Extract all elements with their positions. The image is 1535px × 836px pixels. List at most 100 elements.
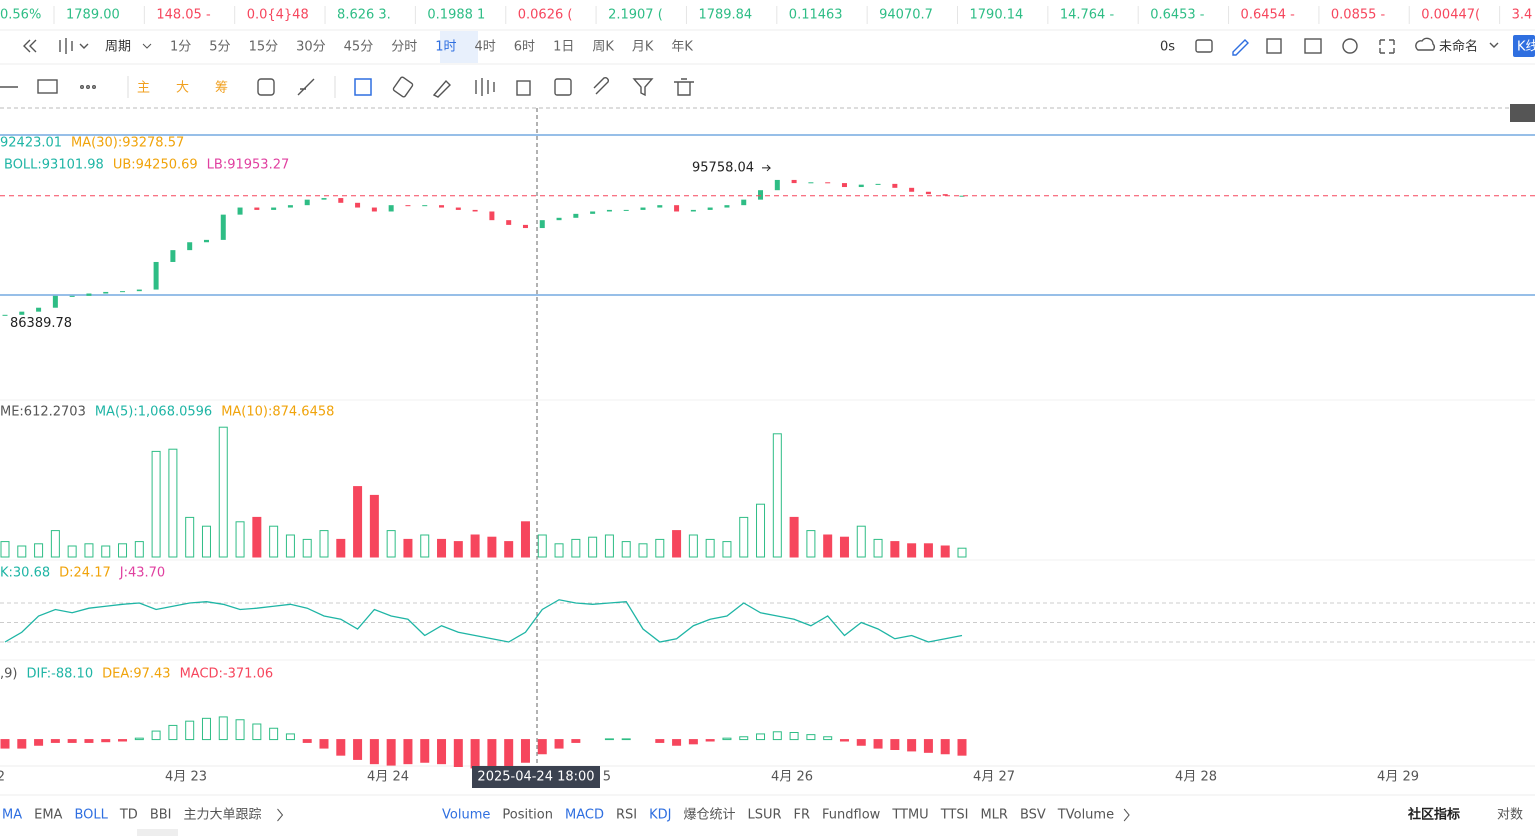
- indicator-tab[interactable]: FR: [794, 808, 811, 823]
- ticker-value[interactable]: 0.6453 -: [1150, 8, 1205, 23]
- macd-bar: [185, 720, 195, 741]
- volume-bar: [134, 541, 144, 558]
- volume-bar: [604, 534, 614, 558]
- community-indicators[interactable]: 社区指标: [1407, 807, 1460, 823]
- indicator-tab[interactable]: KDJ: [649, 808, 671, 823]
- volume-bar: [588, 536, 598, 558]
- ticker-value[interactable]: 14.764 -: [1060, 8, 1115, 23]
- macd-bar: [772, 731, 782, 741]
- period-option[interactable]: 周K: [592, 40, 614, 55]
- ticker-value[interactable]: 3.4: [1512, 8, 1533, 23]
- ticker-value[interactable]: 148.05 -: [156, 8, 211, 23]
- chart-mode[interactable]: K线: [1517, 40, 1535, 55]
- macd-bar: [386, 739, 396, 766]
- legend-item: K:30.68: [0, 566, 50, 581]
- period-option[interactable]: 1日: [553, 40, 574, 55]
- macd-bar: [453, 739, 463, 767]
- ticker-value[interactable]: 0.0{4}48: [247, 8, 309, 23]
- indicator-tab[interactable]: TVolume: [1057, 808, 1114, 823]
- indicator-tab[interactable]: EMA: [34, 808, 62, 823]
- indicator-tab[interactable]: RSI: [616, 808, 637, 823]
- chevron[interactable]: [277, 808, 284, 822]
- indicator-tab[interactable]: MACD: [565, 808, 604, 823]
- volume-bar: [369, 494, 379, 558]
- candle: [388, 205, 394, 212]
- macd-bar: [134, 737, 144, 741]
- period-option[interactable]: 1时: [435, 40, 456, 55]
- indicator-tab[interactable]: MLR: [980, 808, 1008, 823]
- period-option[interactable]: 4时: [475, 40, 496, 55]
- macd-bar: [873, 739, 883, 749]
- quick-indicator[interactable]: 大: [176, 81, 189, 96]
- ticker-value[interactable]: 0.0855 -: [1331, 8, 1386, 23]
- period-label[interactable]: 周期: [105, 40, 131, 55]
- scale-button[interactable]: [1510, 104, 1535, 122]
- period-option[interactable]: 月K: [632, 40, 654, 55]
- period-option[interactable]: 1分: [170, 40, 191, 55]
- volume-bar: [302, 538, 312, 558]
- volume-bar: [823, 534, 833, 558]
- kline-button[interactable]: [1513, 35, 1535, 57]
- volume-bar: [722, 541, 732, 558]
- log-scale[interactable]: 对数: [1497, 808, 1523, 823]
- quick-indicator[interactable]: 主: [137, 81, 150, 96]
- indicator-tab[interactable]: MA: [2, 808, 22, 823]
- volume-bar: [923, 543, 933, 558]
- period-option[interactable]: 45分: [344, 40, 374, 55]
- indicator-tab[interactable]: TD: [119, 808, 138, 823]
- indicator-tab[interactable]: BSV: [1020, 808, 1046, 823]
- volume-bar: [672, 530, 682, 558]
- period-option[interactable]: 年K: [671, 40, 693, 55]
- indicator-tab[interactable]: Volume: [442, 808, 490, 823]
- period-option[interactable]: 30分: [296, 40, 326, 55]
- drawing-icons[interactable]: [0, 76, 694, 98]
- ticker-value[interactable]: 1789.00: [66, 8, 120, 23]
- quick-indicator[interactable]: 筹: [215, 80, 228, 96]
- macd-bar: [705, 739, 715, 742]
- legend-item: MA(5):1,068.0596: [95, 405, 212, 420]
- indicator-tab[interactable]: Position: [502, 808, 553, 823]
- ticker-value[interactable]: 2.1907 (: [608, 8, 663, 23]
- volume-bar: [285, 534, 295, 558]
- period-option[interactable]: 分时: [391, 40, 417, 55]
- volume-bar: [907, 543, 917, 558]
- candle: [439, 205, 445, 208]
- layout-name[interactable]: 未命名: [1439, 39, 1478, 55]
- volume-bar: [739, 516, 749, 558]
- ticker-value[interactable]: 1790.14: [970, 8, 1024, 23]
- drawing-selected[interactable]: [354, 78, 372, 96]
- indicator-tab[interactable]: BOLL: [74, 808, 108, 823]
- ticker-value[interactable]: 8.626 3.: [337, 8, 391, 23]
- period-option[interactable]: 5分: [209, 40, 230, 55]
- candle: [237, 207, 243, 215]
- macd-bar: [957, 739, 967, 756]
- ticker-value[interactable]: 0.00447(: [1421, 8, 1480, 23]
- macd-bar: [302, 739, 312, 743]
- indicator-tab[interactable]: BBI: [150, 808, 172, 823]
- macd-bar: [604, 738, 614, 741]
- indicator-tab[interactable]: LSUR: [747, 808, 781, 823]
- ticker-value[interactable]: 0.0626 (: [518, 8, 573, 23]
- ticker-value[interactable]: 0.56%: [0, 8, 41, 23]
- candle: [254, 207, 260, 210]
- volume-bar: [688, 534, 698, 558]
- volume-bar: [856, 525, 866, 558]
- ticker-value[interactable]: 0.1988 1: [427, 8, 485, 23]
- chevron[interactable]: [1123, 808, 1130, 822]
- toolbar-icons[interactable]: [23, 37, 1499, 54]
- candle: [271, 207, 277, 210]
- period-option[interactable]: 15分: [249, 40, 279, 55]
- ticker-value[interactable]: 0.11463: [789, 8, 843, 23]
- indicator-tab[interactable]: 爆仓统计: [683, 808, 735, 823]
- indicator-tab[interactable]: Fundflow: [822, 808, 881, 823]
- draw-icon[interactable]: [1232, 39, 1249, 56]
- indicator-tab[interactable]: TTSI: [940, 808, 969, 823]
- period-option[interactable]: 6时: [514, 40, 535, 55]
- indicator-tab[interactable]: 主力大单跟踪: [183, 808, 261, 823]
- ticker-value[interactable]: 1789.84: [698, 8, 752, 23]
- ticker-value[interactable]: 0.6454 -: [1241, 8, 1296, 23]
- indicator-tab[interactable]: TTMU: [891, 808, 928, 823]
- ticker-value[interactable]: 94070.7: [879, 8, 933, 23]
- x-tick-label: 4月 26: [771, 770, 813, 785]
- candle: [841, 183, 847, 188]
